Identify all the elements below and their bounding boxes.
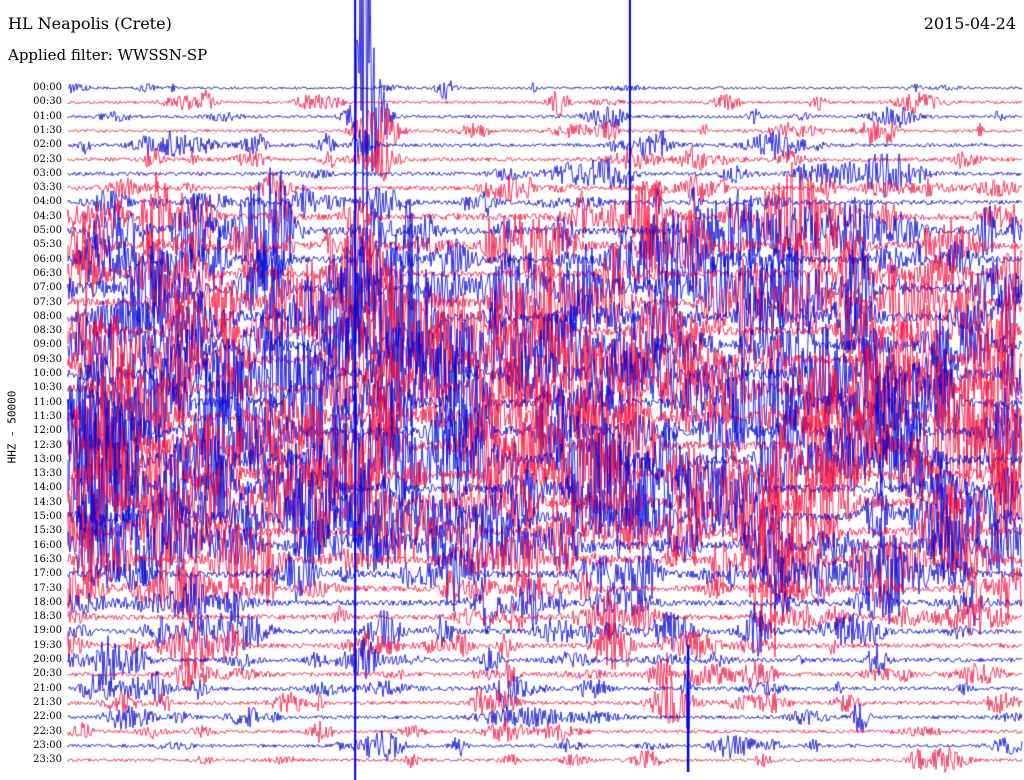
time-label: 19:00 (33, 625, 62, 637)
time-label: 18:00 (33, 596, 62, 608)
time-label: 03:00 (33, 167, 62, 179)
time-label: 16:00 (33, 539, 62, 551)
time-label: 12:30 (33, 439, 62, 451)
time-label: 04:00 (33, 196, 62, 208)
time-label: 19:30 (33, 639, 62, 651)
time-label: 10:30 (33, 382, 62, 394)
time-label: 17:00 (33, 568, 62, 580)
time-label: 03:30 (33, 182, 62, 194)
time-label: 05:30 (33, 239, 62, 251)
time-label: 06:00 (33, 253, 62, 265)
time-label: 22:00 (33, 711, 62, 723)
time-label: 14:00 (33, 482, 62, 494)
record-date: 2015-04-24 (923, 14, 1016, 33)
time-label: 07:00 (33, 282, 62, 294)
time-label: 09:00 (33, 339, 62, 351)
time-label: 02:30 (33, 153, 62, 165)
time-label: 08:00 (33, 310, 62, 322)
time-label: 01:00 (33, 110, 62, 122)
time-label: 17:30 (33, 582, 62, 594)
time-label: 14:30 (33, 496, 62, 508)
time-label: 04:30 (33, 210, 62, 222)
time-label: 02:00 (33, 139, 62, 151)
time-label: 16:30 (33, 553, 62, 565)
time-label: 00:30 (33, 96, 62, 108)
time-label: 23:00 (33, 739, 62, 751)
applied-filter-label: Applied filter: WWSSN-SP (8, 46, 208, 64)
time-label: 11:00 (33, 396, 62, 408)
station-title: HL Neapolis (Crete) (8, 14, 172, 33)
time-label: 18:30 (33, 611, 62, 623)
time-label: 10:00 (33, 368, 62, 379)
time-label: 13:00 (33, 453, 62, 465)
time-label: 20:30 (33, 668, 62, 680)
time-label: 21:30 (33, 696, 62, 708)
time-label: 21:00 (33, 682, 62, 694)
time-label: 07:30 (33, 296, 62, 308)
time-label: 05:00 (33, 225, 62, 236)
time-label: 20:00 (33, 654, 62, 665)
time-label: 13:30 (33, 468, 62, 480)
time-label: 08:30 (33, 325, 62, 337)
time-label: 15:30 (33, 525, 62, 537)
time-label: 01:30 (33, 124, 62, 136)
time-label: 22:30 (33, 725, 62, 737)
time-label: 11:30 (33, 410, 62, 422)
time-label: 15:00 (33, 511, 62, 522)
time-label: 09:30 (33, 353, 62, 365)
time-label: 12:00 (33, 425, 62, 437)
time-label: 23:30 (33, 754, 62, 766)
time-label: 00:00 (33, 82, 62, 93)
time-label: 06:30 (33, 267, 62, 279)
